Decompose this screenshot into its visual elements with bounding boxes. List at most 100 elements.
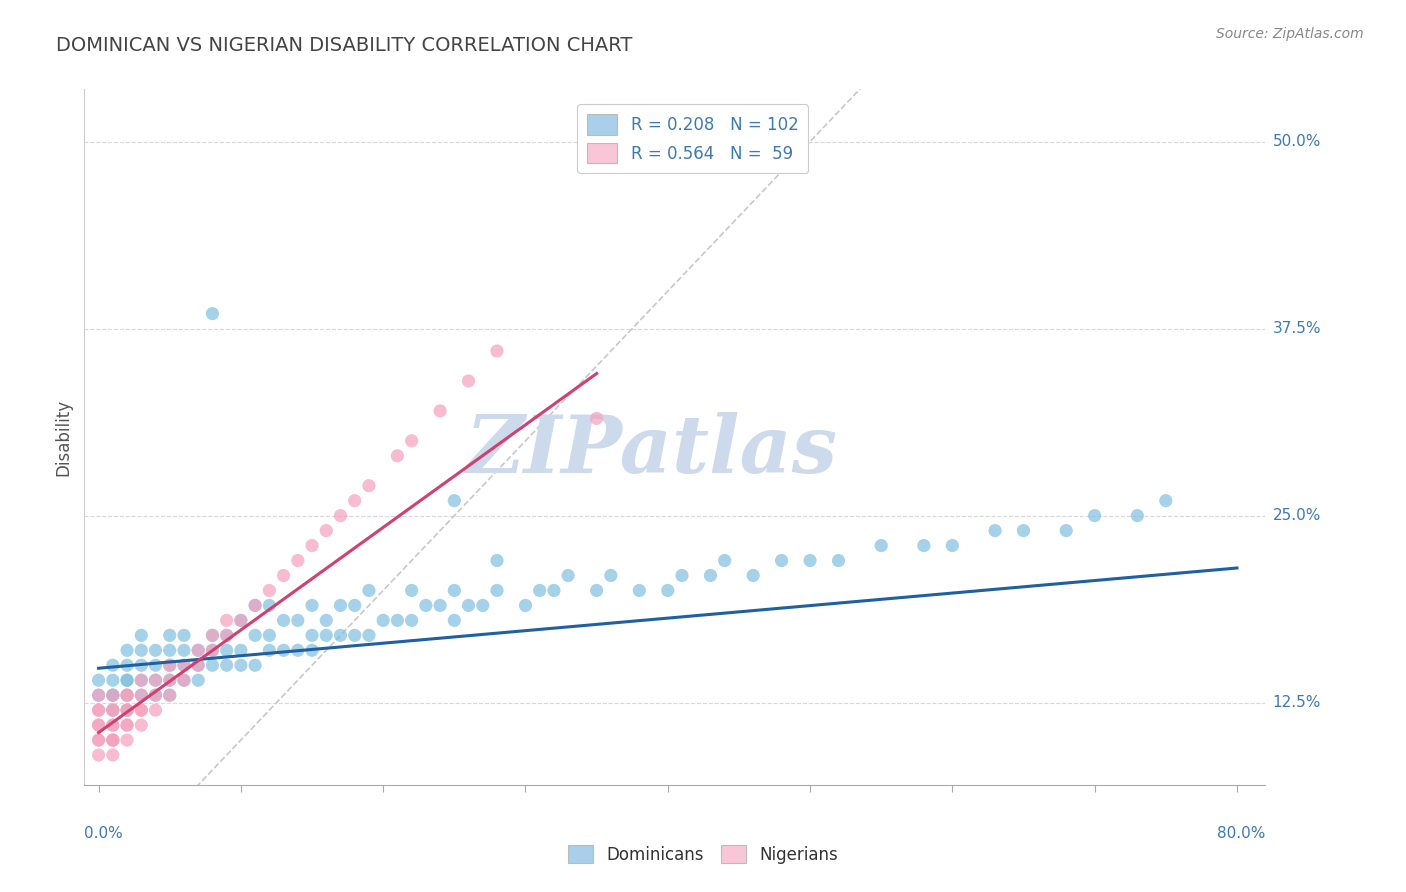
Point (301, 628, 323, 642)
Point (243, 658, 266, 673)
Point (145, 673, 167, 688)
Point (87, 673, 110, 688)
Point (357, 479, 380, 493)
Point (115, 673, 138, 688)
Point (443, 613, 465, 627)
Text: 37.5%: 37.5% (1272, 321, 1320, 336)
Point (145, 643, 167, 657)
Point (87, 688, 110, 702)
Point (115, 643, 138, 657)
Point (173, 643, 195, 657)
Point (457, 599, 479, 613)
Text: 12.5%: 12.5% (1272, 695, 1320, 710)
Point (243, 599, 266, 613)
Point (713, 553, 735, 567)
Point (101, 733, 124, 747)
Point (329, 508, 352, 523)
Point (129, 688, 152, 702)
Legend: R = 0.208   N = 102, R = 0.564   N =  59: R = 0.208 N = 102, R = 0.564 N = 59 (578, 104, 808, 173)
Point (429, 599, 451, 613)
Point (129, 673, 152, 688)
Point (129, 703, 152, 717)
Point (101, 688, 124, 702)
Point (585, 411, 607, 425)
Point (243, 628, 266, 642)
Point (557, 568, 579, 582)
Legend: Dominicans, Nigerians: Dominicans, Nigerians (561, 838, 845, 871)
Point (799, 553, 821, 567)
Point (187, 658, 209, 673)
Point (115, 718, 138, 732)
Point (187, 643, 209, 657)
Point (215, 658, 238, 673)
Point (201, 628, 224, 642)
Point (145, 688, 167, 702)
Point (429, 404, 451, 418)
Point (145, 658, 167, 673)
Point (215, 613, 238, 627)
Point (387, 613, 409, 627)
Point (101, 703, 124, 717)
Point (529, 583, 551, 598)
Point (229, 613, 252, 627)
Point (401, 434, 423, 448)
Point (401, 583, 423, 598)
Point (770, 553, 793, 567)
Point (827, 553, 849, 567)
Point (287, 613, 309, 627)
Point (443, 583, 465, 598)
Point (387, 449, 409, 463)
Point (173, 658, 195, 673)
Point (1084, 508, 1107, 523)
Point (657, 583, 679, 598)
Point (229, 613, 252, 627)
Text: 50.0%: 50.0% (1272, 134, 1320, 149)
Point (543, 583, 565, 598)
Point (101, 703, 124, 717)
Point (357, 583, 380, 598)
Point (101, 703, 124, 717)
Point (87, 688, 110, 702)
Point (215, 628, 238, 642)
Point (101, 718, 124, 732)
Point (1054, 524, 1077, 538)
Point (585, 583, 607, 598)
Point (201, 643, 224, 657)
Point (173, 658, 195, 673)
Point (870, 539, 893, 553)
Point (628, 583, 651, 598)
Point (259, 599, 281, 613)
Point (145, 703, 167, 717)
Point (129, 643, 152, 657)
Point (443, 493, 465, 508)
Point (115, 733, 138, 747)
Point (87, 718, 110, 732)
Point (173, 628, 195, 642)
Point (115, 718, 138, 732)
Point (329, 628, 352, 642)
Point (315, 628, 337, 642)
Point (912, 539, 935, 553)
Point (1012, 524, 1035, 538)
Text: Source: ZipAtlas.com: Source: ZipAtlas.com (1216, 27, 1364, 41)
Point (273, 613, 295, 627)
Point (229, 643, 252, 657)
Point (129, 658, 152, 673)
Point (159, 658, 181, 673)
Point (115, 673, 138, 688)
Point (259, 643, 281, 657)
Point (159, 673, 181, 688)
Point (457, 374, 479, 388)
Point (145, 673, 167, 688)
Point (515, 599, 537, 613)
Point (243, 599, 266, 613)
Point (343, 628, 366, 642)
Point (201, 643, 224, 657)
Point (115, 703, 138, 717)
Point (301, 643, 323, 657)
Point (173, 673, 195, 688)
Text: 0.0%: 0.0% (84, 827, 124, 841)
Point (201, 628, 224, 642)
Point (129, 718, 152, 732)
Point (115, 658, 138, 673)
